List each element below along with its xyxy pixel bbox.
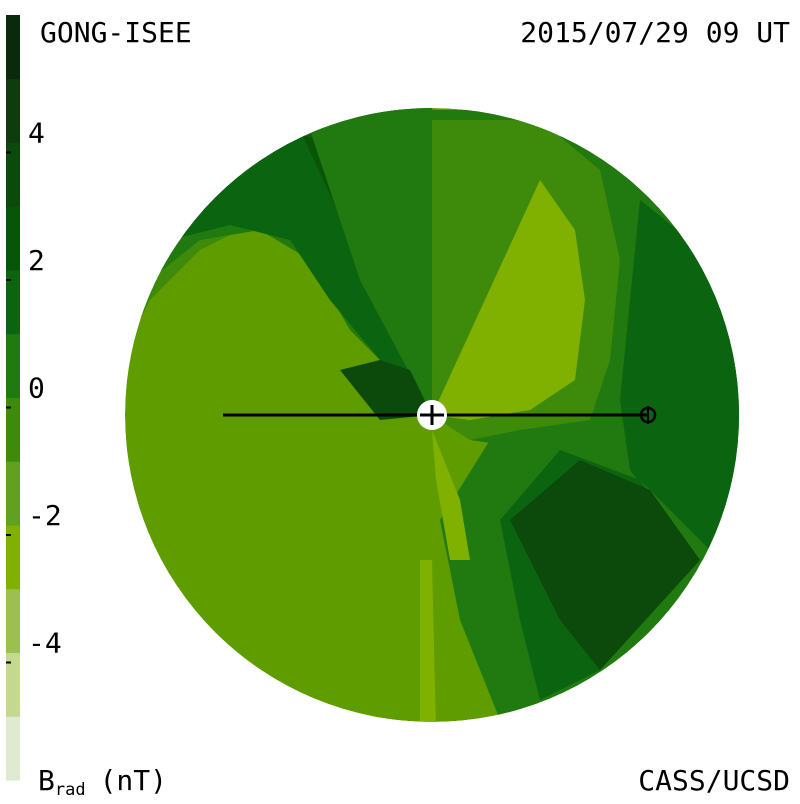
colorbar-tick-label: 2 [28, 244, 45, 277]
colorbar-label-main: B [38, 764, 55, 797]
colorbar-band [6, 333, 20, 398]
colorbar-band [6, 142, 20, 207]
region [432, 180, 585, 420]
colorbar-band [6, 652, 20, 717]
colorbar-band [6, 525, 20, 590]
region [432, 430, 470, 560]
colorbar-band [6, 206, 20, 271]
colorbar-unit: (nT) [100, 764, 167, 797]
colorbar-band [6, 15, 20, 80]
colorbar-band [6, 270, 20, 335]
region [510, 460, 700, 670]
colorbar-label: Brad (nT) [38, 764, 167, 800]
colorbar-tick-label: 0 [28, 372, 45, 405]
colorbar-band [6, 397, 20, 462]
subtitle: 2015/07/29 09 UT [520, 16, 790, 49]
colorbar-band [6, 588, 20, 653]
colorbar-label-subscript: rad [55, 780, 86, 800]
colorbar-tick-label: 4 [28, 117, 45, 150]
credit: CASS/UCSD [638, 764, 790, 797]
colorbar-tick-label: -2 [28, 499, 62, 532]
map [125, 108, 739, 722]
title: GONG-ISEE [40, 16, 192, 49]
colorbar: -4 -2 0 2 4 [6, 15, 62, 781]
colorbar-tick-label: -4 [28, 627, 62, 660]
region [340, 360, 432, 420]
colorbar-band [6, 461, 20, 526]
region [420, 560, 436, 722]
colorbar-band [6, 78, 20, 143]
region [310, 110, 432, 415]
colorbar-band [6, 716, 20, 781]
